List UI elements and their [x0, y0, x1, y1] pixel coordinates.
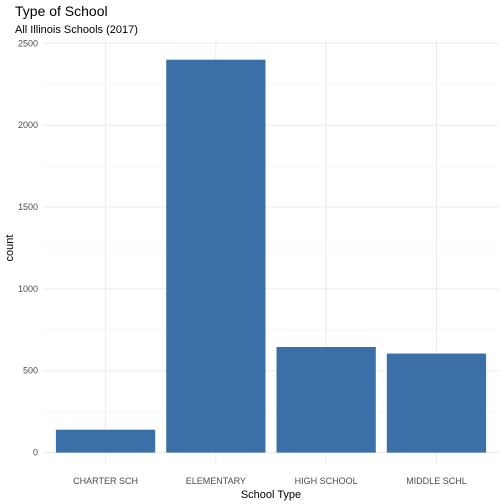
y-tick-label: 2500 [18, 38, 38, 48]
y-tick-label: 500 [23, 366, 38, 376]
bars [55, 59, 487, 453]
y-tick-label: 0 [33, 448, 38, 458]
y-tick-label: 1500 [18, 202, 38, 212]
chart-title: Type of School [15, 3, 108, 19]
bar-elementary [166, 59, 266, 453]
x-tick-label: CHARTER SCH [73, 476, 138, 486]
bar-charter-sch [55, 429, 156, 453]
bar-high-school [276, 347, 376, 453]
y-axis-title: count [4, 235, 16, 262]
y-axis-ticks: 0 500 1000 1500 2000 2500 [18, 38, 38, 457]
y-tick-label: 1000 [18, 284, 38, 294]
x-axis-title: School Type [241, 489, 301, 501]
bar-middle-schl [386, 353, 487, 453]
x-axis-ticks: CHARTER SCH ELEMENTARY HIGH SCHOOL MIDDLE S… [73, 476, 467, 486]
x-tick-label: HIGH SCHOOL [295, 476, 358, 486]
y-tick-label: 2000 [18, 120, 38, 130]
chart-subtitle: All Illinois Schools (2017) [15, 24, 138, 36]
x-tick-label: ELEMENTARY [186, 476, 246, 486]
x-tick-label: MIDDLE SCHL [406, 476, 467, 486]
